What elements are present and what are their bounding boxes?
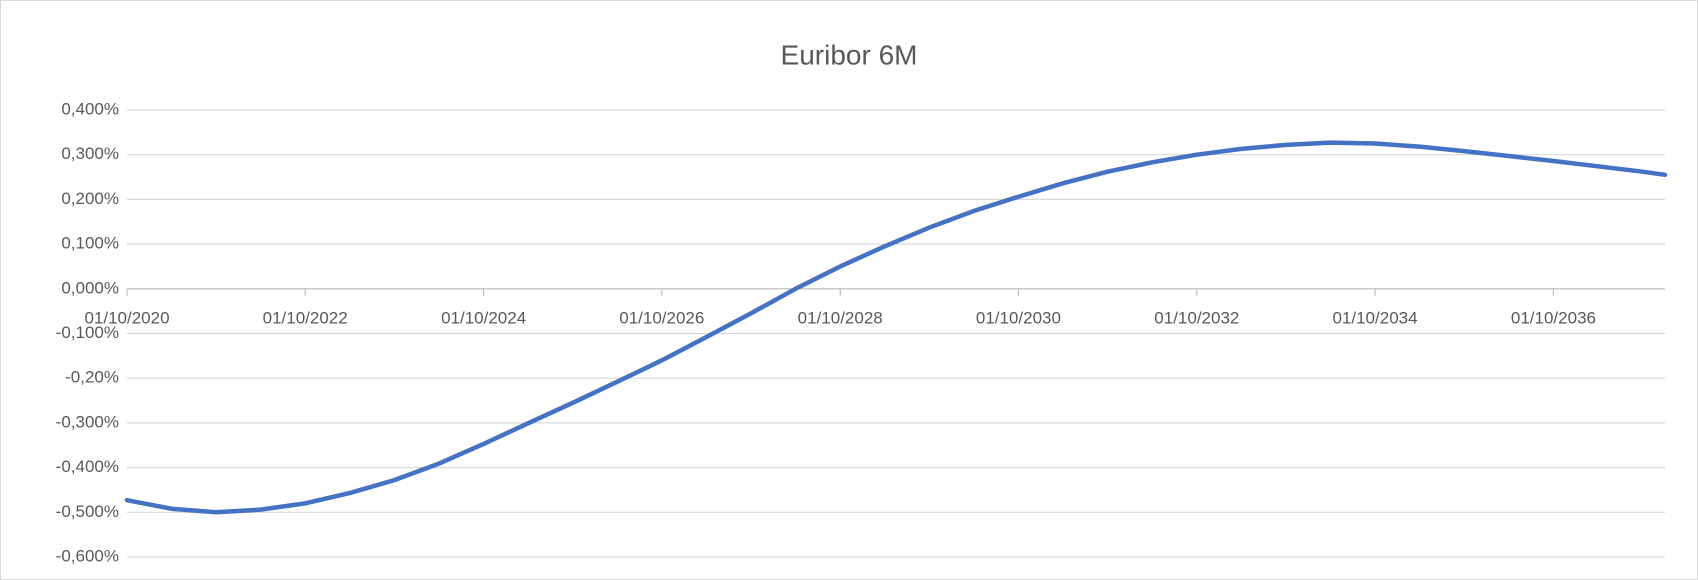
x-tick-label: 01/10/2032 <box>1154 308 1239 327</box>
y-tick-label: 0,300% <box>61 144 119 163</box>
x-tick-label: 01/10/2024 <box>441 308 526 327</box>
y-tick-label: 0,200% <box>61 189 119 208</box>
y-tick-label: 0,400% <box>61 99 119 118</box>
y-tick-label: 0,100% <box>61 234 119 253</box>
x-tick-label: 01/10/2020 <box>84 308 169 327</box>
y-tick-label: -0,20% <box>65 368 119 387</box>
x-tick-label: 01/10/2034 <box>1332 308 1417 327</box>
y-tick-label: -0,300% <box>56 412 119 431</box>
x-tick-label: 01/10/2028 <box>798 308 883 327</box>
y-tick-label: -0,600% <box>56 546 119 565</box>
x-tick-label: 01/10/2022 <box>263 308 348 327</box>
y-tick-label: -0,100% <box>56 323 119 342</box>
x-tick-label: 01/10/2036 <box>1511 308 1596 327</box>
chart-title: Euribor 6M <box>781 39 918 70</box>
y-tick-label: -0,500% <box>56 502 119 521</box>
x-tick-label: 01/10/2030 <box>976 308 1061 327</box>
x-tick-label: 01/10/2026 <box>619 308 704 327</box>
data-line <box>124 140 1668 515</box>
y-tick-label: -0,400% <box>56 457 119 476</box>
y-tick-label: 0,000% <box>61 278 119 297</box>
